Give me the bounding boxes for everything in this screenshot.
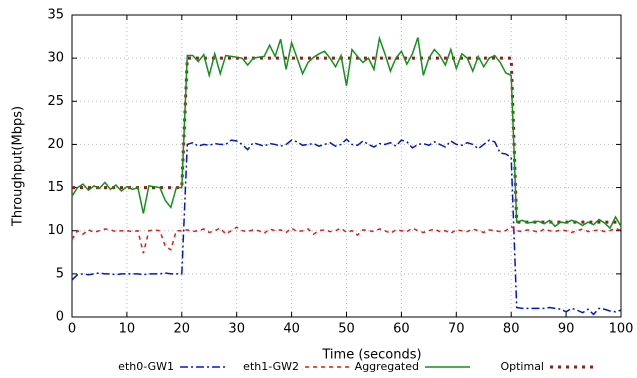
x-tick-label: 30 (228, 322, 245, 337)
x-axis-label: Time (seconds) (321, 348, 421, 363)
y-tick-label: 10 (47, 223, 64, 238)
y-tick-label: 30 (47, 51, 64, 66)
y-tick-label: 25 (47, 94, 64, 109)
x-tick-label: 90 (558, 322, 575, 337)
legend-label: eth0-GW1 (118, 360, 174, 373)
x-tick-label: 40 (283, 322, 300, 337)
legend-label: Optimal (500, 360, 544, 373)
y-tick-label: 0 (56, 310, 64, 325)
x-tick-label: 70 (448, 322, 465, 337)
series-line (71, 35, 622, 230)
y-tick-label: 5 (56, 266, 64, 281)
x-tick-label: 60 (393, 322, 410, 337)
x-tick-label: 100 (609, 322, 634, 337)
x-tick-label: 20 (174, 322, 191, 337)
series-line (71, 138, 622, 316)
x-tick-label: 0 (68, 322, 76, 337)
y-tick-label: 35 (47, 8, 64, 23)
legend-label: eth1-GW2 (243, 360, 299, 373)
legend-label: Aggregated (355, 360, 419, 373)
plot-frame (71, 14, 622, 318)
x-tick-label: 10 (119, 322, 136, 337)
y-tick-label: 15 (47, 180, 64, 195)
y-tick-label: 20 (47, 137, 64, 152)
y-axis-label: Throughput(Mbps) (11, 106, 26, 227)
x-tick-label: 50 (338, 322, 355, 337)
x-tick-label: 80 (503, 322, 520, 337)
